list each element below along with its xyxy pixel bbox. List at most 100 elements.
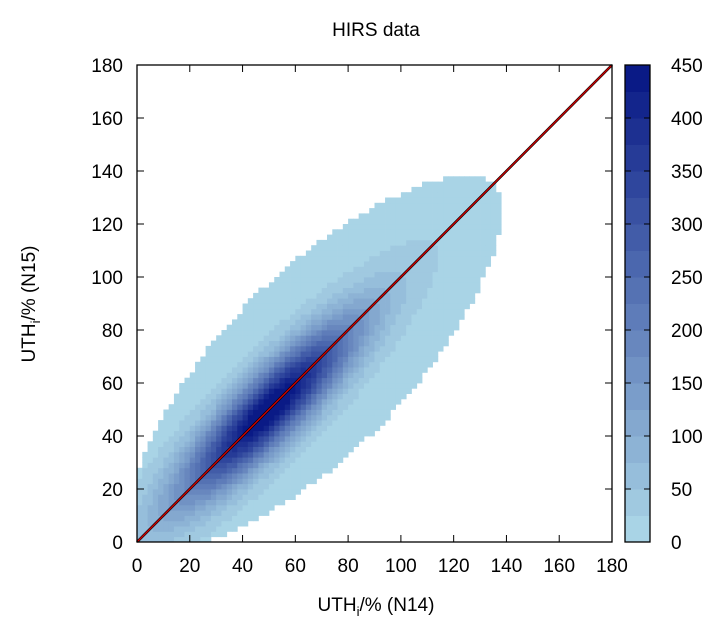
colorbar-frame bbox=[624, 64, 651, 543]
density-cell bbox=[390, 287, 397, 294]
y-axis-label-sub: i bbox=[28, 320, 43, 323]
density-cell bbox=[332, 239, 338, 246]
density-cell bbox=[300, 414, 307, 421]
density-cell bbox=[284, 489, 291, 495]
density-cell bbox=[290, 340, 296, 347]
density-cell bbox=[237, 430, 243, 437]
density-cell bbox=[453, 250, 460, 257]
density-cell bbox=[168, 536, 175, 543]
density-cell bbox=[311, 457, 317, 463]
density-cell bbox=[216, 515, 222, 522]
density-cell bbox=[342, 239, 349, 246]
density-cell bbox=[400, 340, 407, 347]
density-cell bbox=[295, 404, 302, 410]
density-cell bbox=[453, 282, 460, 288]
density-cell bbox=[279, 372, 286, 379]
density-cell bbox=[258, 340, 265, 347]
density-cell bbox=[453, 213, 460, 220]
density-cell bbox=[242, 420, 249, 426]
density-cell bbox=[474, 218, 481, 225]
density-cell bbox=[342, 420, 349, 426]
density-cell bbox=[247, 377, 254, 384]
density-cell bbox=[290, 425, 296, 432]
density-cell bbox=[200, 367, 207, 373]
density-cell bbox=[158, 510, 164, 516]
density-cell bbox=[311, 414, 317, 421]
density-cell bbox=[179, 420, 185, 426]
density-cell bbox=[242, 436, 249, 442]
density-cell bbox=[432, 202, 439, 209]
colorbar-tick-label: 150 bbox=[671, 374, 703, 395]
density-cell bbox=[216, 520, 222, 527]
density-cell bbox=[232, 345, 238, 352]
density-cell bbox=[137, 467, 143, 474]
density-cell bbox=[237, 361, 243, 368]
density-cell bbox=[480, 224, 486, 230]
density-cell bbox=[374, 356, 381, 363]
density-cell bbox=[385, 356, 391, 363]
density-cell bbox=[242, 308, 249, 315]
density-cell bbox=[332, 414, 338, 421]
density-cell bbox=[448, 277, 455, 283]
density-cell bbox=[458, 255, 465, 262]
density-cell bbox=[311, 441, 317, 447]
density-cell bbox=[411, 202, 418, 209]
density-cell bbox=[379, 356, 386, 363]
density-cell bbox=[369, 361, 375, 368]
density-cell bbox=[379, 372, 386, 379]
density-cell bbox=[200, 372, 207, 379]
density-cell bbox=[226, 462, 233, 469]
density-cell bbox=[237, 351, 243, 357]
colorbar-swatch bbox=[625, 409, 650, 437]
density-cell bbox=[305, 436, 312, 442]
density-cell bbox=[253, 510, 259, 516]
density-cell bbox=[448, 282, 455, 288]
density-cell bbox=[390, 345, 397, 352]
density-cell bbox=[390, 393, 397, 400]
density-cell bbox=[258, 425, 265, 432]
density-cell bbox=[284, 266, 291, 273]
density-cell bbox=[295, 414, 302, 421]
density-cell bbox=[221, 372, 228, 379]
density-cell bbox=[232, 335, 238, 341]
density-cell bbox=[179, 457, 185, 463]
density-cell bbox=[464, 298, 470, 304]
density-cell bbox=[495, 208, 502, 214]
density-cell bbox=[205, 494, 212, 500]
density-cell bbox=[363, 303, 370, 310]
density-cell bbox=[152, 441, 159, 447]
density-cell bbox=[263, 404, 270, 410]
density-cell bbox=[427, 319, 433, 326]
density-cell bbox=[210, 436, 217, 442]
density-cell bbox=[210, 388, 217, 394]
density-cell bbox=[316, 303, 323, 310]
density-cell bbox=[311, 451, 317, 458]
density-cell bbox=[253, 483, 259, 490]
density-cell bbox=[464, 261, 470, 267]
density-cell bbox=[295, 271, 302, 278]
density-cell bbox=[416, 213, 423, 220]
density-cell bbox=[295, 287, 302, 294]
density-cell bbox=[258, 356, 265, 363]
density-cell bbox=[184, 441, 191, 447]
density-cell bbox=[416, 356, 423, 363]
density-cell bbox=[316, 420, 323, 426]
density-cell bbox=[163, 499, 170, 506]
density-cell bbox=[416, 298, 423, 304]
density-cell bbox=[385, 224, 391, 230]
density-cell bbox=[284, 351, 291, 357]
density-cell bbox=[490, 192, 497, 198]
density-cell bbox=[406, 324, 412, 331]
density-cell bbox=[453, 197, 460, 204]
density-cell bbox=[358, 420, 365, 426]
density-cell bbox=[337, 393, 344, 400]
density-cell bbox=[411, 367, 418, 373]
density-cell bbox=[258, 372, 265, 379]
density-cell bbox=[163, 531, 170, 538]
density-cell bbox=[210, 420, 217, 426]
density-cell bbox=[232, 409, 238, 416]
density-cell bbox=[332, 282, 338, 288]
density-cell bbox=[232, 457, 238, 463]
density-cell bbox=[200, 425, 207, 432]
density-cell bbox=[453, 255, 460, 262]
